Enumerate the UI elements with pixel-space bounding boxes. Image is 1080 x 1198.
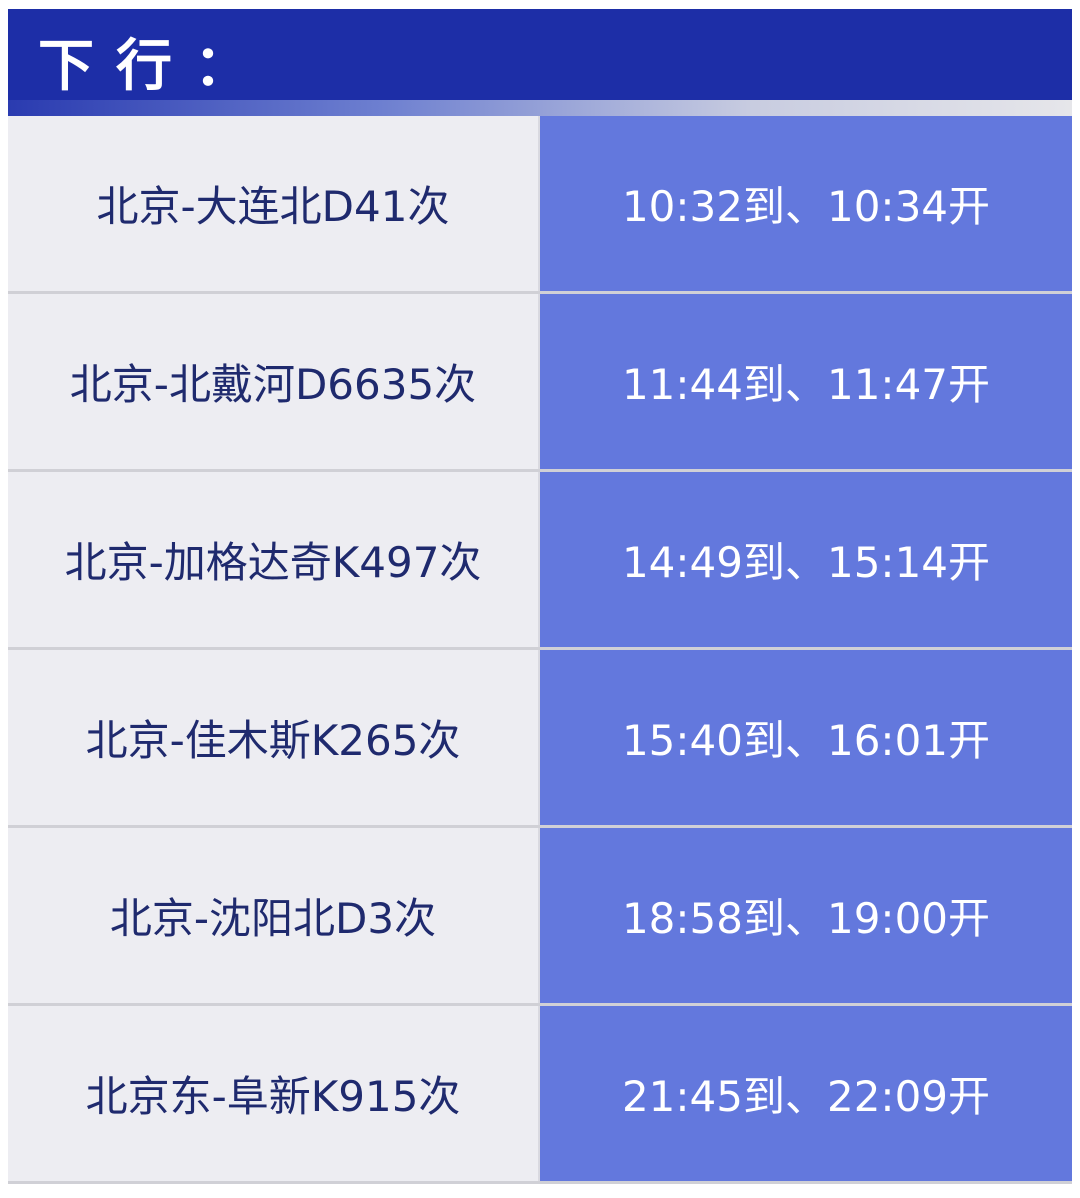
train-cell: 北京-北戴河D6635次 bbox=[8, 294, 540, 469]
time-cell: 18:58到、19:00开 bbox=[540, 828, 1072, 1003]
table-row: 北京东-阜新K915次 21:45到、22:09开 bbox=[8, 1006, 1072, 1184]
table-row: 北京-加格达奇K497次 14:49到、15:14开 bbox=[8, 472, 1072, 650]
train-cell: 北京-加格达奇K497次 bbox=[8, 472, 540, 647]
table-row: 北京-佳木斯K265次 15:40到、16:01开 bbox=[8, 650, 1072, 828]
header-gradient-divider bbox=[8, 100, 1072, 116]
time-cell: 11:44到、11:47开 bbox=[540, 294, 1072, 469]
time-cell: 21:45到、22:09开 bbox=[540, 1006, 1072, 1181]
schedule-table: 北京-大连北D41次 10:32到、10:34开 北京-北戴河D6635次 11:4… bbox=[8, 116, 1072, 1184]
train-cell: 北京-沈阳北D3次 bbox=[8, 828, 540, 1003]
train-cell: 北京-佳木斯K265次 bbox=[8, 650, 540, 825]
train-cell: 北京-大连北D41次 bbox=[8, 116, 540, 291]
table-row: 北京-大连北D41次 10:32到、10:34开 bbox=[8, 116, 1072, 294]
time-cell: 15:40到、16:01开 bbox=[540, 650, 1072, 825]
table-row: 北京-沈阳北D3次 18:58到、19:00开 bbox=[8, 828, 1072, 1006]
header-bar: 下行： bbox=[8, 9, 1072, 101]
time-cell: 14:49到、15:14开 bbox=[540, 472, 1072, 647]
table-row: 北京-北戴河D6635次 11:44到、11:47开 bbox=[8, 294, 1072, 472]
time-cell: 10:32到、10:34开 bbox=[540, 116, 1072, 291]
page-title: 下行： bbox=[38, 34, 272, 99]
train-cell: 北京东-阜新K915次 bbox=[8, 1006, 540, 1181]
